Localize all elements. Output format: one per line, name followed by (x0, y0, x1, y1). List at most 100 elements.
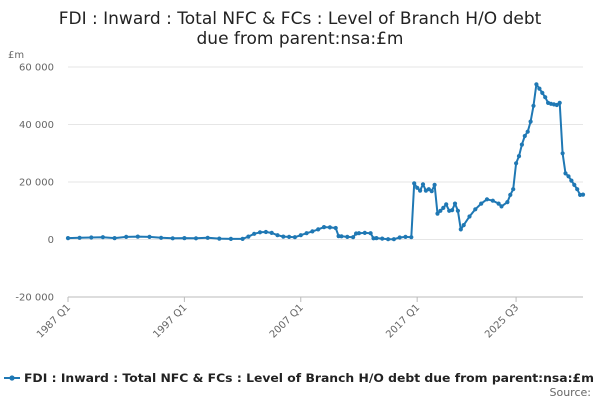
data-point[interactable] (374, 236, 379, 241)
data-point[interactable] (269, 230, 274, 235)
data-point[interactable] (380, 236, 385, 241)
y-tick-label: 40 000 (19, 120, 54, 131)
data-point[interactable] (397, 235, 402, 240)
data-point[interactable] (514, 161, 519, 166)
data-point[interactable] (499, 204, 504, 209)
data-point[interactable] (490, 198, 495, 203)
data-point[interactable] (534, 82, 539, 87)
data-point[interactable] (496, 201, 501, 206)
y-tick-label: 0 (48, 235, 54, 246)
data-point[interactable] (310, 229, 315, 234)
data-point[interactable] (412, 181, 417, 186)
data-point[interactable] (100, 235, 105, 240)
data-point[interactable] (435, 211, 440, 216)
data-point[interactable] (458, 227, 463, 232)
data-point[interactable] (205, 235, 210, 240)
legend: FDI : Inward : Total NFC & FCs : Level o… (4, 371, 594, 385)
data-point[interactable] (467, 214, 472, 219)
data-point[interactable] (452, 201, 458, 206)
data-point[interactable] (252, 231, 257, 236)
data-point[interactable] (327, 225, 332, 230)
data-point[interactable] (505, 200, 510, 205)
data-point[interactable] (240, 236, 245, 241)
data-point[interactable] (170, 236, 175, 241)
data-point[interactable] (351, 235, 356, 240)
data-point[interactable] (415, 185, 420, 190)
data-point[interactable] (418, 188, 423, 193)
data-point[interactable] (479, 201, 484, 206)
data-point[interactable] (461, 223, 466, 228)
data-point[interactable] (455, 208, 460, 213)
data-point[interactable] (450, 208, 455, 213)
data-point[interactable] (217, 236, 222, 241)
data-point[interactable] (339, 234, 344, 239)
data-point[interactable] (159, 235, 164, 240)
data-point[interactable] (298, 233, 303, 238)
data-point[interactable] (263, 229, 268, 235)
data-point[interactable] (275, 233, 280, 238)
data-point[interactable] (147, 234, 152, 239)
data-point[interactable] (124, 234, 129, 239)
data-point[interactable] (569, 178, 574, 183)
data-point[interactable] (540, 90, 545, 95)
data-point[interactable] (557, 100, 562, 105)
data-point[interactable] (345, 234, 350, 239)
y-tick-label: -20 000 (15, 293, 54, 304)
chart-title-line-2: due from parent:nsa:£m (197, 29, 404, 49)
data-point[interactable] (112, 236, 117, 241)
series-line (67, 83, 584, 241)
data-point[interactable] (444, 202, 449, 207)
data-point[interactable] (409, 235, 414, 240)
data-point[interactable] (543, 95, 548, 100)
data-point[interactable] (420, 182, 426, 187)
data-point[interactable] (304, 231, 309, 236)
data-point[interactable] (257, 230, 263, 235)
data-point[interactable] (519, 142, 525, 147)
data-point[interactable] (386, 237, 391, 242)
data-point[interactable] (429, 189, 434, 194)
data-point[interactable] (368, 231, 373, 236)
data-point[interactable] (441, 205, 446, 210)
data-point[interactable] (193, 236, 199, 241)
x-axis: 1987 Q1 1997 Q1 2007 Q1 2017 Q1 2025 Q3 (35, 296, 583, 340)
data-point[interactable] (438, 208, 443, 213)
data-point[interactable] (560, 151, 565, 156)
data-point[interactable] (563, 171, 568, 176)
x-tick-label: 2025 Q3 (483, 302, 521, 340)
data-point[interactable] (511, 187, 516, 192)
data-point[interactable] (528, 119, 533, 124)
data-point[interactable] (362, 230, 367, 235)
data-point[interactable] (508, 192, 513, 197)
data-point[interactable] (572, 182, 577, 187)
data-point[interactable] (77, 235, 82, 240)
y-tick-label: 60 000 (19, 63, 54, 74)
data-point[interactable] (580, 192, 586, 197)
data-point[interactable] (516, 154, 522, 159)
data-point[interactable] (89, 235, 94, 240)
series-group (65, 82, 586, 242)
data-point[interactable] (575, 187, 580, 192)
data-point[interactable] (531, 103, 536, 108)
data-point[interactable] (287, 234, 292, 239)
data-point[interactable] (566, 174, 571, 179)
data-point[interactable] (333, 225, 338, 231)
data-point[interactable] (554, 102, 559, 108)
data-point[interactable] (281, 234, 286, 239)
data-point[interactable] (473, 207, 478, 212)
data-point[interactable] (135, 234, 140, 239)
data-point[interactable] (316, 227, 321, 232)
data-point[interactable] (228, 236, 233, 241)
data-point[interactable] (432, 182, 437, 187)
data-point[interactable] (484, 197, 490, 202)
data-point[interactable] (182, 236, 187, 241)
data-point[interactable] (522, 133, 527, 139)
data-point[interactable] (246, 234, 251, 239)
data-point[interactable] (537, 86, 542, 91)
data-point[interactable] (525, 129, 530, 134)
data-point[interactable] (356, 231, 362, 236)
data-point[interactable] (403, 234, 408, 239)
data-point[interactable] (391, 237, 396, 242)
data-point[interactable] (65, 236, 71, 241)
data-point[interactable] (321, 225, 327, 230)
data-point[interactable] (292, 235, 297, 240)
